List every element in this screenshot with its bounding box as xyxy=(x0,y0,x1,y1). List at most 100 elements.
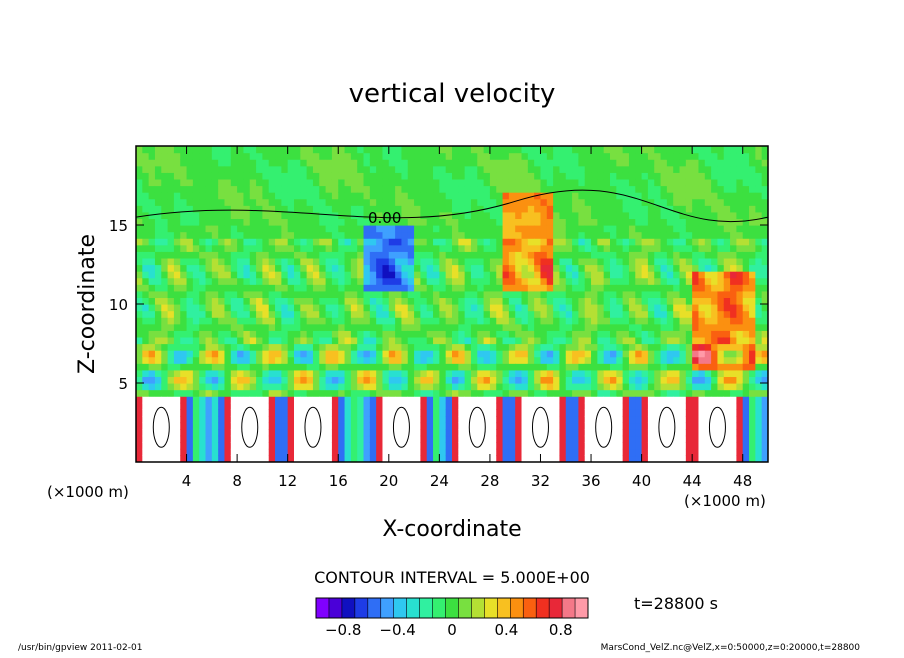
field-cell xyxy=(319,409,327,417)
field-cell xyxy=(730,429,737,437)
field-cell xyxy=(496,165,504,173)
field-cell xyxy=(679,218,687,226)
field-cell xyxy=(142,442,150,450)
field-cell xyxy=(679,178,687,187)
field-cell xyxy=(761,257,768,266)
field-cell xyxy=(692,422,700,430)
field-cell xyxy=(148,271,156,279)
field-cell xyxy=(534,185,542,193)
field-cell xyxy=(698,422,706,430)
field-cell xyxy=(407,159,415,167)
field-cell xyxy=(559,435,567,443)
field-cell xyxy=(230,178,238,187)
field-cell xyxy=(483,435,491,443)
field-cell xyxy=(167,231,175,239)
field-cell xyxy=(628,185,636,193)
field-cell xyxy=(673,231,681,239)
field-cell xyxy=(470,165,478,173)
field-cell xyxy=(591,389,598,397)
field-cell xyxy=(736,369,744,378)
field-cell xyxy=(331,290,339,299)
field-cell xyxy=(723,284,731,292)
field-cell xyxy=(755,310,763,318)
field-cell xyxy=(306,172,314,180)
field-cell xyxy=(647,225,655,233)
field-cell xyxy=(742,343,750,351)
field-cell xyxy=(616,323,624,331)
field-cell xyxy=(496,389,504,397)
field-cell xyxy=(420,178,428,187)
field-cell xyxy=(205,356,213,364)
field-cell xyxy=(161,152,169,160)
field-cell xyxy=(382,277,390,285)
field-cell xyxy=(730,363,737,371)
field-cell xyxy=(395,422,403,430)
field-cell xyxy=(306,350,314,358)
field-cell xyxy=(540,172,548,180)
field-cell xyxy=(218,389,226,397)
field-cell xyxy=(572,330,579,338)
field-cell xyxy=(275,218,282,226)
field-cell xyxy=(540,429,548,437)
contour-line xyxy=(136,189,768,222)
field-cell xyxy=(136,165,143,173)
field-cell xyxy=(458,356,466,364)
field-cell xyxy=(142,271,150,279)
field-cell xyxy=(540,290,548,299)
field-cell xyxy=(262,336,270,345)
field-cell xyxy=(199,146,207,154)
field-cell xyxy=(439,218,447,226)
field-cell xyxy=(654,238,662,246)
field-cell xyxy=(180,225,188,233)
field-cell xyxy=(350,376,358,384)
field-cell xyxy=(565,304,573,312)
field-cell xyxy=(730,336,737,345)
field-cell xyxy=(559,218,567,226)
field-cell xyxy=(401,396,409,404)
field-cell xyxy=(654,336,662,345)
field-cell xyxy=(249,211,257,220)
colorbar-ticks: −0.8 −0.4 0 0.4 0.8 xyxy=(325,621,573,639)
field-cell xyxy=(477,271,485,279)
field-cell xyxy=(205,396,213,404)
field-cell xyxy=(660,225,668,233)
field-cell xyxy=(376,310,384,318)
field-cell xyxy=(275,389,282,397)
field-cell xyxy=(376,218,384,226)
field-cell xyxy=(306,330,314,338)
field-cell xyxy=(540,310,548,318)
field-cell xyxy=(736,159,744,167)
field-cell xyxy=(445,369,453,378)
field-cell xyxy=(420,152,428,160)
field-cell xyxy=(578,455,586,462)
colorbar-cell xyxy=(497,598,511,618)
field-cell xyxy=(344,225,352,233)
field-cell xyxy=(591,251,598,259)
field-cell xyxy=(237,409,245,417)
field-cell xyxy=(300,257,308,266)
field-cell xyxy=(610,396,617,404)
field-cell xyxy=(445,317,453,325)
field-cell xyxy=(199,350,207,358)
field-cell xyxy=(628,310,636,318)
field-cell xyxy=(142,225,150,233)
field-cell xyxy=(154,231,162,239)
field-cell xyxy=(527,369,535,378)
field-cell xyxy=(136,442,143,450)
field-cell xyxy=(237,369,245,378)
field-cell xyxy=(641,225,649,233)
field-cell xyxy=(723,402,731,410)
field-cell xyxy=(470,429,478,437)
field-cell xyxy=(426,376,434,384)
field-cell xyxy=(180,383,188,391)
field-cell xyxy=(420,343,428,351)
field-cell xyxy=(433,330,440,338)
field-cell xyxy=(559,198,567,206)
field-cell xyxy=(565,244,573,252)
field-cell xyxy=(300,435,308,443)
field-cell xyxy=(477,356,485,364)
field-cell xyxy=(382,231,390,239)
field-cell xyxy=(161,192,169,200)
field-cell xyxy=(180,442,188,450)
field-cell xyxy=(154,402,162,410)
